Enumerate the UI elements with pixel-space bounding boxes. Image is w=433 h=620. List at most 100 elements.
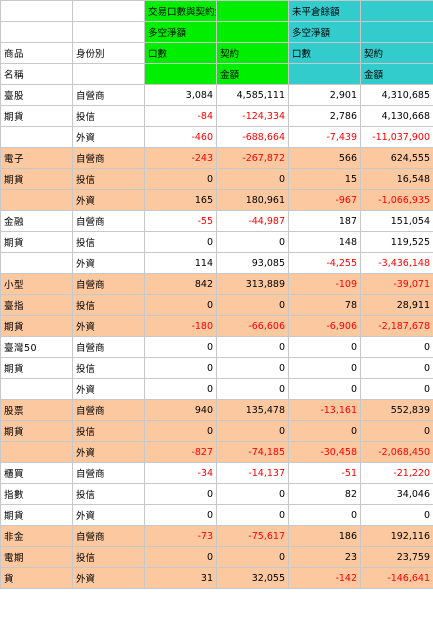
open-lots-cell[interactable]: 23: [288, 546, 361, 568]
identity-cell[interactable]: 投信: [72, 294, 145, 316]
open-amount-cell[interactable]: -11,037,900: [360, 126, 433, 148]
blank-cell[interactable]: [288, 63, 361, 85]
traded-amount-cell[interactable]: 0: [216, 294, 289, 316]
open-amount-cell[interactable]: 0: [360, 420, 433, 442]
traded-amount-cell[interactable]: 0: [216, 504, 289, 526]
product-cell[interactable]: 期貨: [0, 357, 73, 379]
traded-lots-cell[interactable]: -180: [144, 315, 217, 337]
identity-cell[interactable]: 外資: [72, 315, 145, 337]
open-amount-cell[interactable]: 0: [360, 336, 433, 358]
blank-cell[interactable]: [360, 21, 433, 43]
traded-amount-cell[interactable]: 180,961: [216, 189, 289, 211]
open-lots-cell[interactable]: 566: [288, 147, 361, 169]
open-amount-cell[interactable]: 192,116: [360, 525, 433, 547]
open-amount-cell[interactable]: -21,220: [360, 462, 433, 484]
open-contract-header[interactable]: 契約: [360, 42, 433, 64]
traded-amount-cell[interactable]: -124,334: [216, 105, 289, 127]
identity-header[interactable]: 身份別: [72, 42, 145, 64]
traded-amount-cell[interactable]: -74,185: [216, 441, 289, 463]
traded-lots-cell[interactable]: 0: [144, 168, 217, 190]
product-cell[interactable]: 期貨: [0, 168, 73, 190]
product-cell[interactable]: 期貨: [0, 504, 73, 526]
identity-cell[interactable]: 自營商: [72, 273, 145, 295]
open-lots-cell[interactable]: 0: [288, 420, 361, 442]
identity-cell[interactable]: 投信: [72, 420, 145, 442]
traded-lots-cell[interactable]: -34: [144, 462, 217, 484]
product-cell[interactable]: 電子: [0, 147, 73, 169]
product-cell[interactable]: 期貨: [0, 231, 73, 253]
open-lots-cell[interactable]: 186: [288, 525, 361, 547]
product-cell[interactable]: [0, 126, 73, 148]
open-amount-cell[interactable]: -3,436,148: [360, 252, 433, 274]
open-amount-cell[interactable]: -1,066,935: [360, 189, 433, 211]
open-amount-header[interactable]: 金額: [360, 63, 433, 85]
identity-cell[interactable]: 自營商: [72, 84, 145, 106]
open-lots-cell[interactable]: 0: [288, 504, 361, 526]
traded-amount-cell[interactable]: -14,137: [216, 462, 289, 484]
open-amount-cell[interactable]: 119,525: [360, 231, 433, 253]
traded-lots-cell[interactable]: 0: [144, 231, 217, 253]
identity-cell[interactable]: 投信: [72, 546, 145, 568]
product-cell[interactable]: 臺灣50: [0, 336, 73, 358]
product-cell[interactable]: [0, 252, 73, 274]
open-interest-group-header[interactable]: 未平倉餘額: [288, 0, 361, 22]
traded-lots-cell[interactable]: 0: [144, 336, 217, 358]
open-lots-cell[interactable]: 148: [288, 231, 361, 253]
traded-amount-cell[interactable]: 0: [216, 168, 289, 190]
identity-cell[interactable]: 外資: [72, 189, 145, 211]
traded-group-header[interactable]: 交易口數與契約金額: [144, 0, 217, 22]
traded-net-label[interactable]: 多空淨額: [144, 21, 217, 43]
traded-lots-header[interactable]: 口數: [144, 42, 217, 64]
open-lots-cell[interactable]: -142: [288, 567, 361, 589]
traded-lots-cell[interactable]: -84: [144, 105, 217, 127]
open-lots-cell[interactable]: -30,458: [288, 441, 361, 463]
open-amount-cell[interactable]: -39,071: [360, 273, 433, 295]
open-amount-cell[interactable]: 28,911: [360, 294, 433, 316]
open-amount-cell[interactable]: 0: [360, 378, 433, 400]
identity-cell[interactable]: 外資: [72, 567, 145, 589]
open-amount-cell[interactable]: 4,310,685: [360, 84, 433, 106]
open-lots-cell[interactable]: -51: [288, 462, 361, 484]
product-cell[interactable]: 電期: [0, 546, 73, 568]
traded-amount-header[interactable]: 金額: [216, 63, 289, 85]
traded-lots-cell[interactable]: 0: [144, 357, 217, 379]
open-lots-cell[interactable]: -7,439: [288, 126, 361, 148]
open-lots-cell[interactable]: 2,901: [288, 84, 361, 106]
open-lots-cell[interactable]: 15: [288, 168, 361, 190]
blank-cell[interactable]: [360, 0, 433, 22]
identity-cell[interactable]: 投信: [72, 231, 145, 253]
traded-lots-cell[interactable]: 940: [144, 399, 217, 421]
traded-lots-cell[interactable]: 0: [144, 378, 217, 400]
product-cell[interactable]: 金融: [0, 210, 73, 232]
identity-cell[interactable]: 外資: [72, 252, 145, 274]
traded-amount-cell[interactable]: 135,478: [216, 399, 289, 421]
traded-amount-cell[interactable]: -75,617: [216, 525, 289, 547]
open-lots-header[interactable]: 口數: [288, 42, 361, 64]
product-cell[interactable]: 股票: [0, 399, 73, 421]
product-name-header[interactable]: 名稱: [0, 63, 73, 85]
identity-cell[interactable]: 自營商: [72, 336, 145, 358]
product-header[interactable]: 商品: [0, 42, 73, 64]
open-lots-cell[interactable]: -4,255: [288, 252, 361, 274]
blank-cell[interactable]: [72, 21, 145, 43]
traded-amount-cell[interactable]: 0: [216, 357, 289, 379]
open-lots-cell[interactable]: 187: [288, 210, 361, 232]
open-net-label[interactable]: 多空淨額: [288, 21, 361, 43]
traded-amount-cell[interactable]: 93,085: [216, 252, 289, 274]
traded-lots-cell[interactable]: 0: [144, 420, 217, 442]
open-lots-cell[interactable]: 2,786: [288, 105, 361, 127]
product-cell[interactable]: 臺股: [0, 84, 73, 106]
open-amount-cell[interactable]: 151,054: [360, 210, 433, 232]
identity-cell[interactable]: 自營商: [72, 462, 145, 484]
open-amount-cell[interactable]: 552,839: [360, 399, 433, 421]
open-lots-cell[interactable]: -109: [288, 273, 361, 295]
product-cell[interactable]: 非金: [0, 525, 73, 547]
identity-cell[interactable]: 外資: [72, 126, 145, 148]
identity-cell[interactable]: 自營商: [72, 147, 145, 169]
open-lots-cell[interactable]: 0: [288, 357, 361, 379]
traded-lots-cell[interactable]: -55: [144, 210, 217, 232]
traded-amount-cell[interactable]: 0: [216, 231, 289, 253]
product-cell[interactable]: 小型: [0, 273, 73, 295]
product-cell[interactable]: 期貨: [0, 315, 73, 337]
traded-amount-cell[interactable]: -267,872: [216, 147, 289, 169]
